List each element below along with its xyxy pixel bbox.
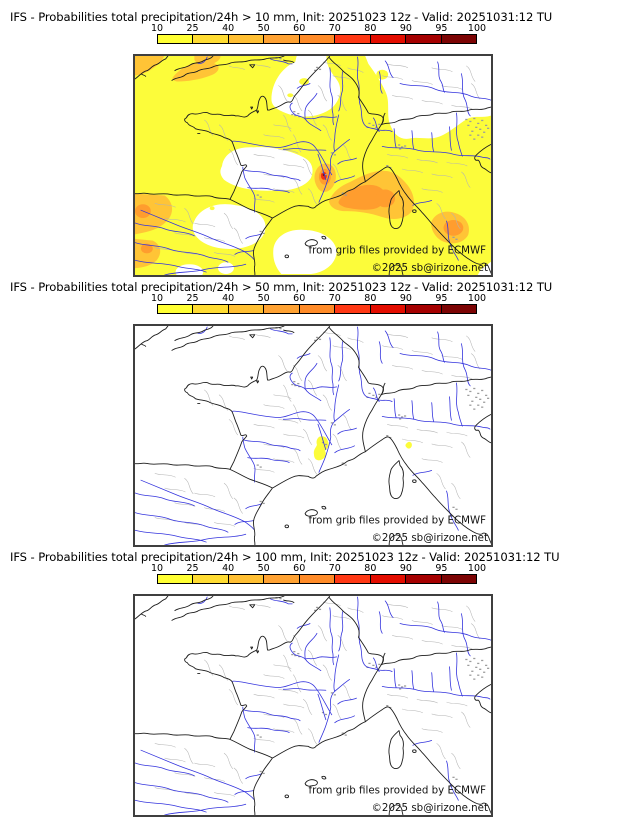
colorbar-segment — [334, 305, 370, 313]
map-10mm — [133, 54, 493, 277]
colorbar-segment — [192, 575, 228, 583]
colorbar-tick-label: 40 — [222, 23, 235, 34]
colorbar-segment — [369, 305, 406, 313]
colorbar-segment — [263, 305, 299, 313]
colorbar-tick-label: 50 — [257, 293, 270, 304]
colorbar-segment — [227, 35, 264, 43]
colorbar-segment — [440, 575, 476, 583]
colorbar-tick-label: 70 — [328, 563, 341, 574]
colorbar-tick-label: 60 — [293, 563, 306, 574]
colorbar-segment — [263, 35, 299, 43]
colorbar-tick-label: 80 — [364, 23, 377, 34]
colorbar-segment — [334, 35, 370, 43]
panel-title: IFS - Probabilities total precipitation/… — [10, 10, 553, 24]
probability-colorbar: 10 25 40 50 60 70 80 90 95 100 — [151, 23, 486, 47]
map-svg-100mm — [135, 596, 491, 815]
colorbar-tick-label: 90 — [399, 563, 412, 574]
colorbar-tick-label: 70 — [328, 23, 341, 34]
map-50mm — [133, 324, 493, 547]
map-svg-50mm — [135, 326, 491, 545]
colorbar-segment — [405, 575, 441, 583]
colorbar-tick-label: 80 — [364, 563, 377, 574]
colorbar-tick-label: 60 — [293, 293, 306, 304]
probability-colorbar: 10 25 40 50 60 70 80 90 95 100 — [151, 293, 486, 317]
colorbar-tick-label: 40 — [222, 293, 235, 304]
colorbar-segment — [440, 305, 476, 313]
colorbar-tick-label: 80 — [364, 293, 377, 304]
colorbar-segment — [369, 35, 406, 43]
colorbar-tick-label: 25 — [186, 563, 199, 574]
panel-100mm: IFS - Probabilities total precipitation/… — [0, 548, 630, 818]
panel-title: IFS - Probabilities total precipitation/… — [10, 550, 560, 564]
colorbar-tick-label: 10 — [150, 563, 164, 574]
colorbar-tick-label: 95 — [435, 563, 448, 574]
colorbar-tick-label: 10 — [150, 23, 164, 34]
map-svg-10mm — [135, 56, 491, 275]
colorbar-segment — [334, 575, 370, 583]
colorbar-tick-label: 95 — [435, 23, 448, 34]
colorbar-tick-label: 40 — [222, 563, 235, 574]
colorbar-tick-label: 70 — [328, 293, 341, 304]
colorbar-segment — [298, 35, 335, 43]
colorbar-tick-label: 100 — [467, 23, 487, 34]
colorbar-segment — [405, 35, 441, 43]
colorbar-segment — [192, 305, 228, 313]
colorbar-tick-label: 95 — [435, 293, 448, 304]
colorbar-tick-label: 25 — [186, 23, 199, 34]
colorbar-segment — [369, 575, 406, 583]
colorbar-segment — [158, 35, 193, 43]
colorbar-segment — [405, 305, 441, 313]
panel-title: IFS - Probabilities total precipitation/… — [10, 280, 553, 294]
colorbar-segment — [263, 575, 299, 583]
colorbar-segment — [298, 305, 335, 313]
map-100mm — [133, 594, 493, 817]
colorbar-tick-label: 50 — [257, 563, 270, 574]
panel-10mm: IFS - Probabilities total precipitation/… — [0, 8, 630, 278]
colorbar-segment — [227, 575, 264, 583]
colorbar-tick-label: 100 — [467, 293, 487, 304]
colorbar-tick-label: 60 — [293, 23, 306, 34]
colorbar-tick-label: 10 — [150, 293, 164, 304]
colorbar-segment — [440, 35, 476, 43]
colorbar-segment — [158, 575, 193, 583]
probability-colorbar: 10 25 40 50 60 70 80 90 95 100 — [151, 563, 486, 587]
panel-50mm: IFS - Probabilities total precipitation/… — [0, 278, 630, 548]
colorbar-segment — [158, 305, 193, 313]
colorbar-segment — [298, 575, 335, 583]
colorbar-tick-label: 100 — [467, 563, 487, 574]
colorbar-tick-label: 50 — [257, 23, 270, 34]
colorbar-tick-label: 90 — [399, 293, 412, 304]
colorbar-tick-label: 25 — [186, 293, 199, 304]
colorbar-segment — [227, 305, 264, 313]
colorbar-segment — [192, 35, 228, 43]
colorbar-tick-label: 90 — [399, 23, 412, 34]
